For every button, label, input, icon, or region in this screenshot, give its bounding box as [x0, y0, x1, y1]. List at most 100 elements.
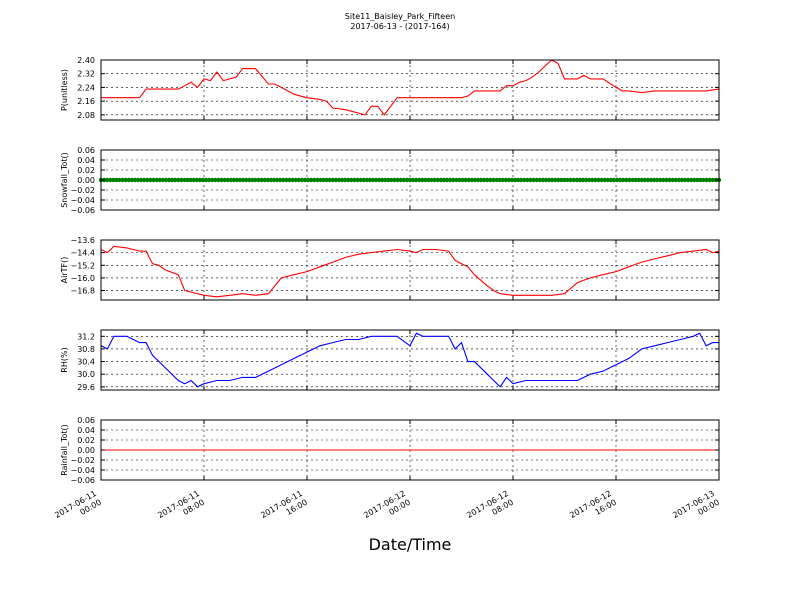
data-point — [692, 177, 697, 183]
series-line — [101, 59, 720, 116]
data-point — [525, 177, 530, 183]
data-point — [293, 177, 298, 183]
data-point — [435, 177, 441, 183]
data-point — [460, 177, 465, 183]
data-point — [522, 177, 527, 183]
data-point — [281, 177, 286, 183]
data-point — [503, 177, 508, 183]
x-tick-label: 2017-06-1216:00 — [568, 489, 618, 529]
chart-title-line2: 2017-06-13 - (2017-164) — [350, 22, 449, 31]
data-point — [268, 177, 274, 183]
data-point — [593, 177, 598, 183]
y-tick-label: 2.32 — [77, 70, 95, 79]
data-point — [367, 177, 373, 183]
data-point — [441, 177, 447, 183]
data-point — [401, 177, 407, 183]
data-point — [355, 177, 360, 183]
data-point — [574, 177, 580, 183]
y-axis-label: AirTF() — [60, 257, 69, 284]
x-tick-label: 2017-06-1200:00 — [362, 489, 412, 529]
data-point — [200, 177, 206, 183]
y-tick-label: −0.06 — [70, 476, 95, 485]
data-point — [278, 177, 283, 183]
data-point — [290, 177, 295, 183]
data-point — [568, 177, 573, 183]
data-point — [262, 177, 267, 183]
data-point — [658, 177, 663, 183]
y-tick-label: 0.00 — [77, 446, 95, 455]
data-point — [129, 177, 135, 183]
y-tick-label: 0.06 — [77, 416, 95, 425]
data-point — [383, 177, 388, 183]
data-point — [157, 177, 162, 183]
data-point — [324, 177, 329, 183]
data-point — [404, 177, 410, 183]
data-point — [172, 177, 178, 183]
data-point — [670, 177, 675, 183]
data-point — [420, 177, 425, 183]
data-point — [500, 177, 505, 183]
y-tick-label: 2.40 — [77, 56, 95, 65]
data-point — [466, 177, 471, 183]
data-point — [463, 177, 468, 183]
data-point — [485, 177, 490, 183]
y-tick-label: 30.0 — [77, 370, 95, 379]
data-point — [633, 177, 638, 183]
data-point — [438, 177, 444, 183]
data-point — [256, 177, 261, 183]
data-point — [679, 177, 685, 183]
data-point — [398, 177, 403, 183]
x-tick-label: 2017-06-1208:00 — [465, 489, 515, 529]
data-point — [182, 177, 187, 183]
data-point — [447, 177, 453, 183]
data-point — [333, 177, 339, 183]
data-point — [163, 177, 169, 183]
y-axis-label: P(unitless) — [60, 69, 69, 111]
data-point — [494, 177, 499, 183]
data-point — [710, 177, 716, 183]
data-point — [645, 177, 651, 183]
data-point — [695, 177, 700, 183]
series-line — [100, 245, 720, 298]
data-point — [417, 177, 422, 183]
data-point — [655, 177, 660, 183]
data-point — [673, 177, 678, 183]
data-point — [305, 177, 311, 183]
data-point — [454, 177, 459, 183]
data-point — [648, 177, 654, 183]
data-point — [577, 177, 583, 183]
data-point — [358, 177, 363, 183]
data-point — [481, 177, 487, 183]
data-point — [349, 177, 354, 183]
y-tick-label: 0.02 — [77, 166, 95, 175]
data-point — [142, 177, 147, 183]
data-point — [169, 177, 175, 183]
x-tick-label: 2017-06-1300:00 — [671, 489, 721, 529]
y-tick-label: 30.4 — [77, 358, 95, 367]
data-point — [698, 177, 703, 183]
data-point — [469, 177, 474, 183]
data-point — [148, 177, 153, 183]
data-point — [608, 177, 614, 183]
data-point — [145, 177, 150, 183]
data-point — [624, 177, 629, 183]
data-point — [240, 177, 246, 183]
data-point — [108, 177, 113, 183]
data-point — [661, 177, 666, 183]
x-tick-label: 2017-06-1116:00 — [259, 489, 309, 529]
data-point — [373, 177, 379, 183]
y-tick-label: −13.6 — [70, 236, 95, 245]
data-point — [111, 177, 116, 183]
data-point — [274, 177, 280, 183]
data-point — [688, 177, 694, 183]
y-tick-label: 0.04 — [77, 156, 95, 165]
data-point — [701, 177, 706, 183]
data-point — [222, 177, 227, 183]
data-point — [117, 177, 122, 183]
data-point — [590, 177, 595, 183]
data-point — [537, 177, 542, 183]
data-point — [488, 177, 493, 183]
data-point — [676, 177, 682, 183]
y-tick-label: 31.2 — [77, 332, 95, 341]
data-point — [534, 177, 539, 183]
